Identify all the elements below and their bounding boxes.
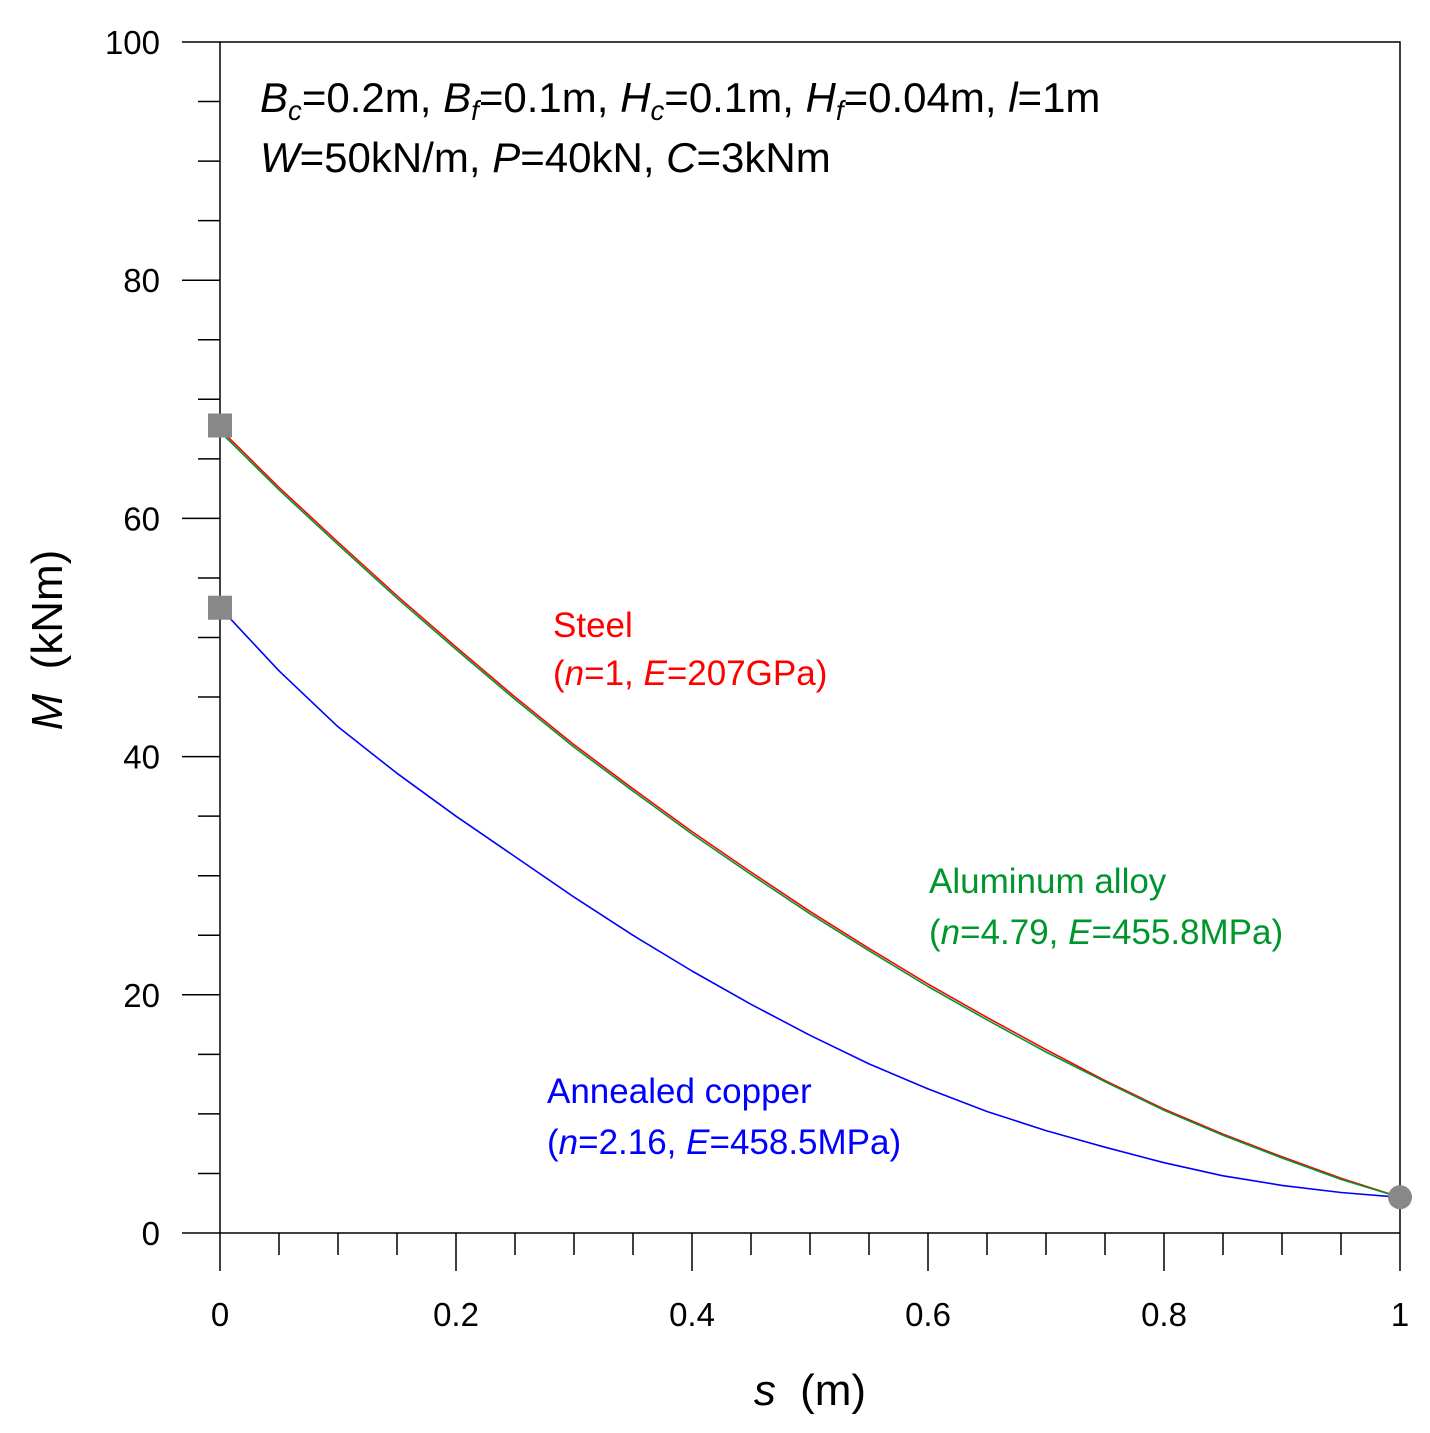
steel-line (219, 428, 1401, 1199)
x-tick-label: 0.4 (669, 1296, 715, 1333)
y-axis-variable: M (23, 693, 72, 730)
series-lines (219, 428, 1401, 1199)
parameters-line-1: Bc=0.2m, Bf=0.1m, Hc=0.1m, Hf=0.04m, l=1… (260, 74, 1100, 126)
steel-label: Steel (553, 606, 633, 645)
y-tick-label: 40 (123, 739, 160, 776)
y-axis-title: M (kNm) (23, 550, 72, 731)
axis-ticks (182, 41, 1401, 1271)
x-tick-label: 1 (1391, 1296, 1409, 1333)
parameters-line-2: W=50kN/m, P=40kN, C=3kNm (260, 134, 831, 181)
y-tick-label: 100 (105, 24, 160, 61)
y-tick-label: 80 (123, 262, 160, 299)
x-tick-label: 0 (211, 1296, 229, 1333)
y-tick-label: 0 (142, 1215, 160, 1252)
x-axis-title: s (m) (754, 1366, 866, 1415)
aluminum-alloy-label: Aluminum alloy (929, 862, 1167, 901)
y-tick-label: 20 (123, 977, 160, 1014)
x-axis-unit: (m) (800, 1366, 866, 1415)
annealed-copper-properties-label: (n=2.16, E=458.5MPa) (547, 1123, 901, 1162)
x-axis-variable: s (754, 1366, 776, 1415)
x-tick-label: 0.8 (1141, 1296, 1187, 1333)
plot-frame (219, 41, 1401, 1234)
y-axis-unit: (kNm) (23, 550, 72, 670)
circle-marker (1388, 1185, 1412, 1210)
annealed-copper-label: Annealed copper (547, 1072, 812, 1111)
steel-properties-label: (n=1, E=207GPa) (553, 654, 827, 693)
x-tick-label: 0.6 (905, 1296, 951, 1333)
square-marker (208, 413, 232, 438)
x-tick-label: 0.2 (433, 1296, 479, 1333)
annealed-copper-line (219, 607, 1401, 1199)
y-tick-label: 60 (123, 500, 160, 537)
square-marker (208, 595, 232, 620)
aluminum-alloy-line (219, 430, 1401, 1199)
endpoint-markers (208, 413, 1412, 1210)
aluminum-alloy-properties-label: (n=4.79, E=455.8MPa) (929, 913, 1283, 952)
axis-tick-labels: 0 0.2 0.4 0.6 0.8 1 0 20 40 60 80 100 (105, 24, 1409, 1333)
